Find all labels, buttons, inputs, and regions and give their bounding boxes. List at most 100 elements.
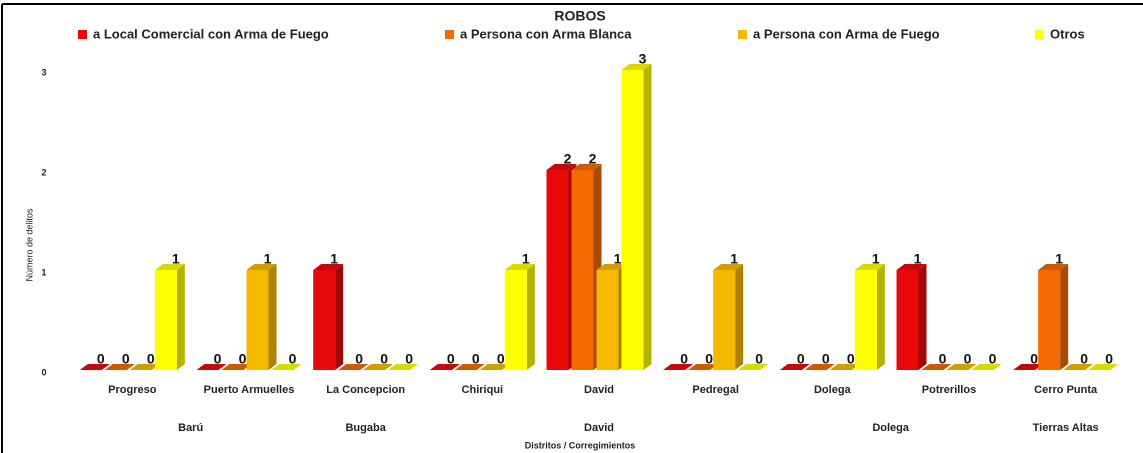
data-label: 1 — [730, 251, 738, 267]
bar-side — [335, 264, 344, 370]
data-label: 1 — [872, 251, 880, 267]
bar — [596, 270, 619, 370]
data-label: 1 — [522, 251, 530, 267]
data-label: 0 — [847, 351, 855, 367]
bar-top — [688, 364, 719, 370]
data-label: 1 — [914, 251, 922, 267]
x-tick-label: Pedregal — [692, 384, 738, 396]
x-tick-label: Progreso — [108, 384, 157, 396]
bar — [896, 270, 919, 370]
bar-top — [779, 364, 810, 370]
bar-top — [363, 364, 394, 370]
chart-title: ROBOS — [554, 8, 605, 24]
data-label: 0 — [472, 351, 480, 367]
group-label: David — [584, 422, 614, 434]
bar-top — [504, 264, 535, 270]
bar-top — [388, 364, 419, 370]
bar-top — [921, 364, 952, 370]
group-label: Bugaba — [345, 422, 386, 434]
data-label: 0 — [705, 351, 713, 367]
legend-swatch — [1035, 30, 1044, 39]
bar-top — [804, 364, 835, 370]
bar-side — [1060, 264, 1069, 370]
x-tick-label: Cerro Punta — [1034, 384, 1098, 396]
bar-top — [221, 364, 252, 370]
bar-side — [268, 264, 277, 370]
y-tick-label: 2 — [41, 167, 46, 177]
legend-swatch — [445, 30, 454, 39]
bar-top — [104, 364, 135, 370]
legend-swatch — [78, 30, 87, 39]
bar-top — [479, 364, 510, 370]
bar-side — [643, 64, 652, 370]
bar-top — [1063, 364, 1094, 370]
data-label: 1 — [264, 251, 272, 267]
x-tick-label: Potrerillos — [922, 384, 976, 396]
bar — [621, 70, 644, 370]
bar-top — [271, 364, 302, 370]
y-tick-label: 1 — [41, 267, 46, 277]
bar-side — [176, 264, 185, 370]
data-label: 0 — [214, 351, 222, 367]
data-label: 2 — [589, 151, 597, 167]
bar — [1038, 270, 1061, 370]
bar-top — [1038, 264, 1069, 270]
data-label: 0 — [755, 351, 763, 367]
data-label: 1 — [330, 251, 338, 267]
bar-top — [621, 64, 652, 70]
bar-top — [338, 364, 369, 370]
bar-side — [526, 264, 535, 370]
bar-top — [946, 364, 977, 370]
data-label: 0 — [964, 351, 972, 367]
legend-label: a Persona con Arma Blanca — [460, 26, 632, 41]
bar — [504, 270, 527, 370]
data-label: 0 — [1080, 351, 1088, 367]
data-label: 0 — [355, 351, 363, 367]
data-label: 1 — [1055, 251, 1063, 267]
x-tick-label: Chiriqui — [462, 384, 504, 396]
data-label: 0 — [97, 351, 105, 367]
bar-top — [546, 164, 577, 170]
x-tick-label: La Concepcion — [326, 384, 405, 396]
data-label: 0 — [680, 351, 688, 367]
bar-top — [79, 364, 110, 370]
y-axis-label: Número de delitos — [24, 208, 34, 282]
bar — [713, 270, 736, 370]
data-label: 3 — [639, 51, 647, 67]
y-tick-label: 0 — [41, 367, 46, 377]
x-tick-label: Dolega — [814, 384, 852, 396]
bar-side — [918, 264, 927, 370]
legend-label: a Persona con Arma de Fuego — [753, 26, 940, 41]
bar-top — [896, 264, 927, 270]
data-label: 0 — [1105, 351, 1113, 367]
bar-top — [738, 364, 769, 370]
data-label: 0 — [822, 351, 830, 367]
bar — [546, 170, 569, 370]
bar-top — [1013, 364, 1044, 370]
data-label: 0 — [405, 351, 413, 367]
x-axis-label: Distritos / Corregimientos — [525, 440, 636, 450]
data-label: 0 — [447, 351, 455, 367]
y-tick-label: 3 — [41, 67, 46, 77]
bar — [313, 270, 336, 370]
data-label: 0 — [147, 351, 155, 367]
bar-top — [663, 364, 694, 370]
bar-top — [246, 264, 277, 270]
legend-swatch — [738, 30, 747, 39]
data-label: 0 — [1030, 351, 1038, 367]
group-label: Tierras Altas — [1033, 422, 1099, 434]
legend-label: Otros — [1050, 26, 1085, 41]
bar-top — [429, 364, 460, 370]
data-label: 0 — [497, 351, 505, 367]
x-tick-label: David — [584, 384, 614, 396]
bar-top — [154, 264, 185, 270]
bar-top — [196, 364, 227, 370]
data-label: 1 — [172, 251, 180, 267]
group-label: Dolega — [872, 422, 910, 434]
bar-top — [829, 364, 860, 370]
bar-top — [129, 364, 160, 370]
data-label: 0 — [380, 351, 388, 367]
data-label: 0 — [239, 351, 247, 367]
bar-top — [571, 164, 602, 170]
